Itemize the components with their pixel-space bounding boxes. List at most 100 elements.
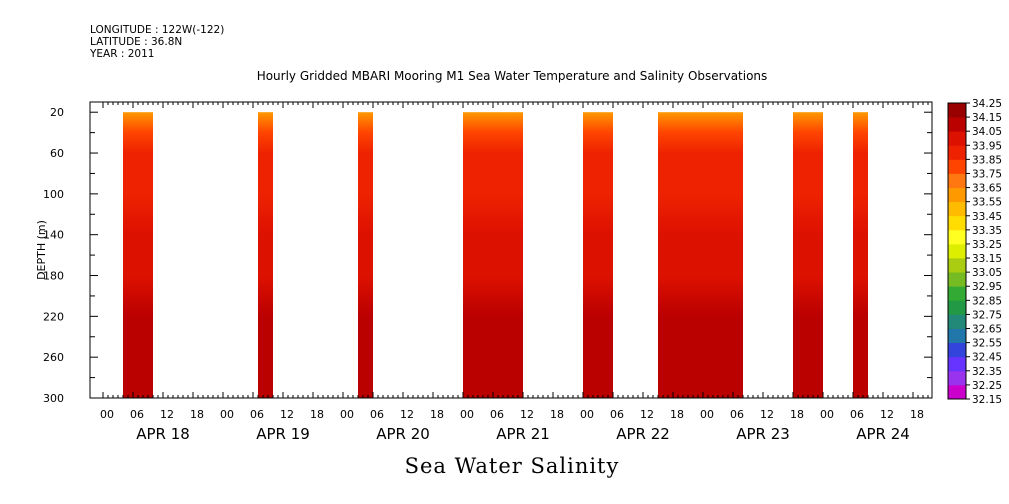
x-hour-label: 06 bbox=[130, 408, 144, 421]
x-hour-label: 18 bbox=[910, 408, 924, 421]
colorbar-label: 33.35 bbox=[972, 225, 1002, 237]
colorbar-swatch bbox=[948, 243, 966, 259]
colorbar-label: 32.25 bbox=[972, 380, 1002, 392]
colorbar-swatch bbox=[948, 117, 966, 132]
data-column-5 bbox=[583, 112, 613, 398]
x-hour-label: 12 bbox=[640, 408, 654, 421]
colorbar-label: 34.15 bbox=[972, 112, 1002, 124]
colorbar-swatch bbox=[948, 103, 966, 118]
colorbar-swatch bbox=[948, 258, 966, 273]
x-hour-label: 00 bbox=[820, 408, 834, 421]
x-day-label: APR 20 bbox=[376, 425, 430, 443]
x-hour-label: 12 bbox=[280, 408, 294, 421]
y-tick-label: 20 bbox=[50, 106, 64, 119]
x-hour-label: 00 bbox=[460, 408, 474, 421]
x-hour-label: 06 bbox=[250, 408, 264, 421]
longitude-label: LONGITUDE : 122W(-122) bbox=[90, 24, 225, 36]
x-day-label: APR 23 bbox=[736, 425, 790, 443]
colorbar-label: 33.45 bbox=[972, 211, 1002, 223]
colorbar-swatch bbox=[948, 328, 966, 344]
colorbar-label: 33.25 bbox=[972, 239, 1002, 251]
colorbar-swatch bbox=[948, 215, 966, 231]
x-hour-label: 06 bbox=[730, 408, 744, 421]
x-hour-label: 12 bbox=[880, 408, 894, 421]
colorbar-swatch bbox=[948, 229, 966, 245]
x-day-label: APR 19 bbox=[256, 425, 310, 443]
x-hour-label: 12 bbox=[760, 408, 774, 421]
y-tick-label: 60 bbox=[50, 147, 64, 160]
colorbar-label: 33.65 bbox=[972, 183, 1002, 195]
x-hour-label: 18 bbox=[190, 408, 204, 421]
colorbar-swatch bbox=[948, 131, 966, 146]
y-tick-label: 300 bbox=[43, 392, 64, 405]
y-tick-label: 140 bbox=[43, 229, 64, 242]
x-hour-label: 00 bbox=[100, 408, 114, 421]
colorbar-label: 32.45 bbox=[972, 352, 1002, 364]
x-day-label: APR 22 bbox=[616, 425, 670, 443]
data-column-2 bbox=[258, 112, 273, 398]
x-hour-label: 12 bbox=[520, 408, 534, 421]
x-hour-label: 18 bbox=[430, 408, 444, 421]
x-hour-label: 18 bbox=[310, 408, 324, 421]
x-hour-label: 12 bbox=[160, 408, 174, 421]
x-hour-label: 18 bbox=[550, 408, 564, 421]
colorbar-label: 33.95 bbox=[972, 140, 1002, 152]
latitude-label: LATITUDE : 36.8N bbox=[90, 36, 183, 48]
x-day-label: APR 24 bbox=[856, 425, 910, 443]
data-column-7 bbox=[793, 112, 823, 398]
colorbar-label: 33.75 bbox=[972, 168, 1002, 180]
y-tick-label: 260 bbox=[43, 351, 64, 364]
x-day-label: APR 18 bbox=[136, 425, 190, 443]
x-hour-label: 06 bbox=[610, 408, 624, 421]
colorbar-label: 32.75 bbox=[972, 309, 1002, 321]
colorbar-label: 32.15 bbox=[972, 394, 1002, 406]
colorbar-label: 32.85 bbox=[972, 295, 1002, 307]
colorbar-swatch bbox=[948, 342, 966, 358]
colorbar-swatch bbox=[948, 272, 966, 287]
x-hour-label: 06 bbox=[490, 408, 504, 421]
colorbar-label: 34.05 bbox=[972, 126, 1002, 138]
colorbar-label: 33.85 bbox=[972, 154, 1002, 166]
x-day-label: APR 21 bbox=[496, 425, 550, 443]
colorbar-label: 32.65 bbox=[972, 324, 1002, 336]
data-column-6 bbox=[658, 112, 743, 398]
x-hour-label: 12 bbox=[400, 408, 414, 421]
colorbar-swatch bbox=[948, 370, 966, 386]
x-hour-label: 00 bbox=[340, 408, 354, 421]
colorbar-swatch bbox=[948, 300, 966, 315]
colorbar-label: 34.25 bbox=[972, 98, 1002, 110]
x-hour-label: 18 bbox=[790, 408, 804, 421]
plot-frame bbox=[89, 101, 933, 399]
y-tick-label: 100 bbox=[43, 188, 64, 201]
colorbar-swatch bbox=[948, 286, 966, 301]
colorbar-swatch bbox=[948, 356, 966, 372]
colorbar-label: 33.55 bbox=[972, 197, 1002, 209]
y-axis-label: DEPTH (m) bbox=[35, 220, 48, 280]
plot-area bbox=[123, 112, 868, 398]
colorbar-label: 32.55 bbox=[972, 338, 1002, 350]
chart-title: Hourly Gridded MBARI Mooring M1 Sea Wate… bbox=[256, 69, 768, 83]
colorbar-swatch bbox=[948, 187, 966, 203]
colorbar-swatch bbox=[948, 159, 966, 174]
x-hour-label: 18 bbox=[670, 408, 684, 421]
y-tick-label: 220 bbox=[43, 310, 64, 323]
colorbar: 34.25 34.15 34.05 33.95 33.85 33.75 33.65 33.55… bbox=[947, 98, 1002, 406]
variable-title: Sea Water Salinity bbox=[404, 454, 620, 478]
data-column-3 bbox=[358, 112, 373, 398]
data-column-8 bbox=[853, 112, 868, 398]
y-tick-label: 180 bbox=[43, 270, 64, 283]
colorbar-swatch bbox=[948, 201, 966, 217]
year-label: YEAR : 2011 bbox=[90, 48, 155, 60]
colorbar-swatch bbox=[948, 384, 966, 400]
colorbar-frame bbox=[947, 102, 967, 400]
colorbar-label: 33.15 bbox=[972, 253, 1002, 265]
colorbar-label: 32.95 bbox=[972, 281, 1002, 293]
colorbar-label: 33.05 bbox=[972, 267, 1002, 279]
data-column-4 bbox=[463, 112, 523, 398]
x-hour-label: 00 bbox=[220, 408, 234, 421]
colorbar-swatch bbox=[948, 173, 966, 188]
colorbar-label: 32.35 bbox=[972, 366, 1002, 378]
x-hour-label: 00 bbox=[580, 408, 594, 421]
colorbar-swatch bbox=[948, 145, 966, 160]
